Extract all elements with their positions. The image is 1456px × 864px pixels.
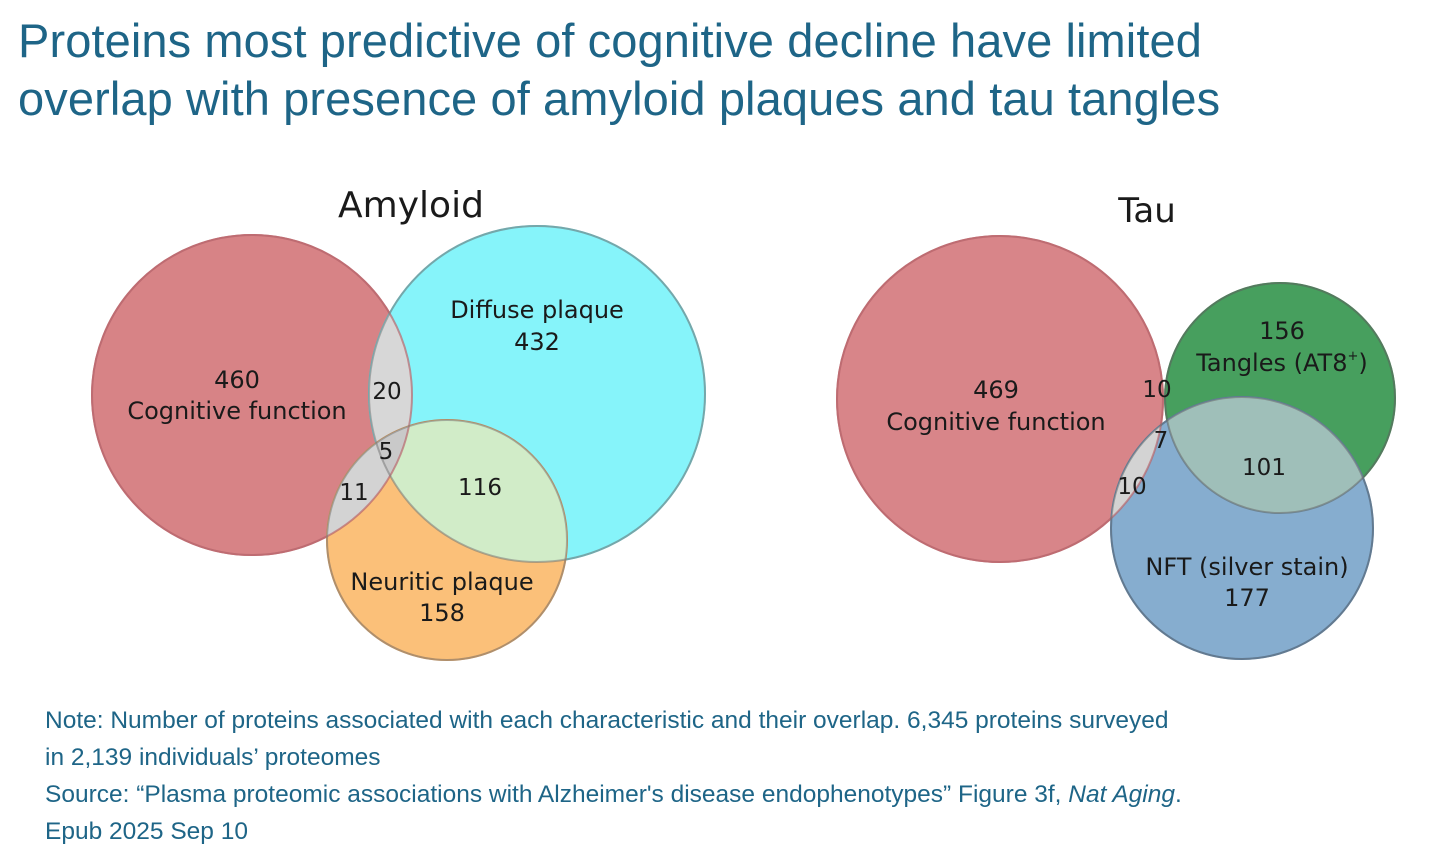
amyloid-heading: Amyloid [338, 185, 484, 226]
source-prefix: Source: “Plasma proteomic associations w… [45, 781, 1069, 808]
source-journal: Nat Aging [1068, 781, 1175, 808]
tau-overlap-tangles-nft: 101 [1242, 455, 1286, 481]
amyloid-diffuse-count: 432 [514, 328, 560, 356]
amyloid-cognitive-label: Cognitive function [127, 397, 346, 425]
tau-cognitive-count: 469 [973, 376, 1019, 404]
amyloid-overlap-cognitive-diffuse: 20 [372, 379, 401, 405]
tau-nft-label: NFT (silver stain) [1145, 553, 1348, 581]
page-title: Proteins most predictive of cognitive de… [18, 12, 1448, 128]
amyloid-overlap-diffuse-neuritic: 116 [458, 475, 502, 501]
source-line-2: Epub 2025 Sep 10 [45, 818, 248, 845]
amyloid-diffuse-label: Diffuse plaque [450, 296, 624, 324]
tau-tangles-label-main: Tangles (AT8 [1195, 349, 1347, 377]
source-line-1: Source: “Plasma proteomic associations w… [45, 776, 1450, 813]
amyloid-cognitive-count: 460 [214, 366, 260, 394]
amyloid-neuritic-count: 158 [419, 599, 465, 627]
amyloid-venn: Amyloid 460 Cognitive function Diffuse p… [91, 185, 706, 661]
tau-tangles-label-superscript: + [1347, 349, 1358, 364]
note-line-2: in 2,139 individuals’ proteomes [45, 744, 381, 771]
note-line-1: Note: Number of proteins associated with… [45, 707, 1169, 734]
title-line-1: Proteins most predictive of cognitive de… [18, 14, 1202, 67]
tau-heading: Tau [1117, 191, 1176, 231]
tau-cognitive-label: Cognitive function [886, 408, 1105, 436]
source-suffix: . [1174, 781, 1182, 808]
tau-tangles-count: 156 [1259, 317, 1305, 345]
title-line-2: overlap with presence of amyloid plaques… [18, 72, 1221, 125]
tau-venn: Tau 469 Cognitive function 156 Tangles (… [836, 191, 1396, 660]
tau-nft-count: 177 [1224, 584, 1270, 612]
footer-notes: Note: Number of proteins associated with… [45, 702, 1450, 850]
tau-tangles-label: Tangles (AT8+) [1195, 349, 1368, 377]
tau-overlap-all: 7 [1154, 428, 1169, 454]
amyloid-overlap-all: 5 [379, 439, 394, 465]
tau-tangles-label-close: ) [1358, 349, 1367, 377]
tau-overlap-cognitive-nft: 10 [1117, 474, 1146, 500]
amyloid-neuritic-label: Neuritic plaque [350, 568, 533, 596]
amyloid-overlap-cognitive-neuritic: 11 [339, 480, 368, 506]
tau-overlap-cognitive-tangles: 10 [1142, 377, 1171, 403]
